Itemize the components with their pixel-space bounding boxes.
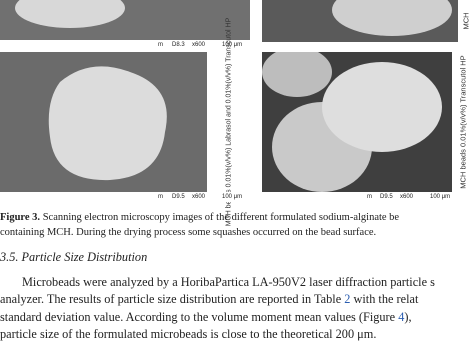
- caption-label: Figure 3.: [0, 212, 41, 223]
- scale-bar-text: 100 μm: [430, 194, 451, 200]
- caption-line: Figure 3. Scanning electron microscopy i…: [0, 212, 399, 223]
- scale-wd: D9.5: [172, 194, 185, 200]
- paragraph-text: ),: [404, 310, 412, 324]
- scale-bar-text: 100 μm: [222, 42, 243, 48]
- scale-mag: x600: [192, 194, 206, 200]
- scale-bar: m D9.5 x600 100 μm: [0, 192, 250, 202]
- panel-label: MCH: [458, 0, 474, 42]
- scale-wd: D9.5: [380, 194, 393, 200]
- paragraph-text: with the relat: [350, 292, 419, 306]
- sem-image: [0, 52, 207, 192]
- reference-link[interactable]: 4: [398, 310, 405, 324]
- section-heading: 3.5. Particle Size Distribution: [0, 250, 148, 264]
- sem-image: [262, 0, 458, 42]
- paragraph-text: analyzer. The results of particle size d…: [0, 292, 345, 306]
- paragraph-text: Microbeads were analyzed by a HoribaPart…: [22, 275, 435, 289]
- paragraph-text: standard deviation value. According to t…: [0, 310, 399, 324]
- scale-mag: x600: [192, 42, 206, 48]
- scale-mag: x600: [400, 194, 414, 200]
- scale-mode: m: [158, 194, 163, 200]
- caption-text: Scanning electron microscopy images of t…: [42, 212, 400, 223]
- paragraph-line: standard deviation value. According to t…: [0, 310, 412, 325]
- panel-label-text: MCH: [461, 12, 471, 30]
- paragraph-line: Microbeads were analyzed by a HoribaPart…: [22, 275, 435, 290]
- scale-bar: m D8.3 x600 100 μm: [0, 40, 250, 50]
- reference-link[interactable]: 2: [344, 292, 351, 306]
- scale-mode: m: [367, 194, 372, 200]
- caption-line: containing MCH. During the drying proces…: [0, 227, 377, 238]
- scale-wd: D8.3: [172, 42, 185, 48]
- panel-label-text: MCH beads 0.01%(v/v%) Transcutol HP: [458, 55, 468, 189]
- scale-bar: m D9.5 x600 100 μm: [262, 192, 474, 202]
- paragraph-line: particle size of the formulated microbea…: [0, 327, 376, 342]
- panel-label: MCH beads 0.01%(v/v%) Transcutol HP: [452, 52, 474, 192]
- paragraph-text: particle size of the formulated microbea…: [0, 327, 377, 341]
- sem-image: [0, 0, 250, 42]
- scale-mode: m: [158, 42, 163, 48]
- sem-image: [262, 52, 452, 192]
- scale-bar-text: 100 μm: [222, 194, 243, 200]
- paragraph-line: analyzer. The results of particle size d…: [0, 292, 418, 307]
- panel-label: MCH beads 0.01%(v/v%) Labrasol and 0.01%…: [207, 18, 250, 226]
